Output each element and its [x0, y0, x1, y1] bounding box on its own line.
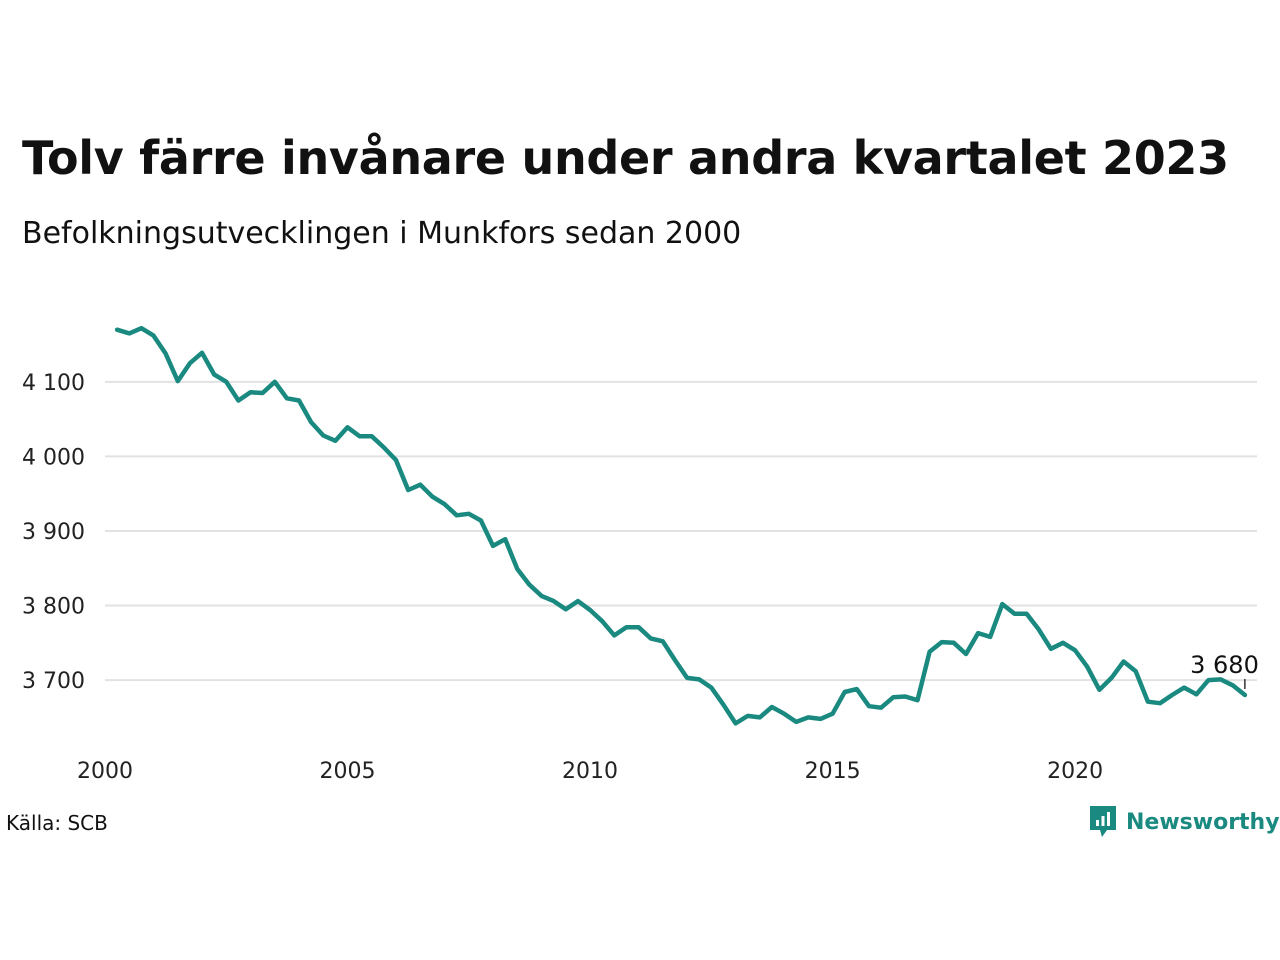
newsworthy-logo-icon [1090, 806, 1116, 837]
x-axis-ticks: 2000 2005 2010 2015 2020 [77, 759, 1103, 784]
x-tick-label: 2000 [77, 759, 133, 784]
page-title: Tolv färre invånare under andra kvartale… [22, 131, 1229, 185]
source-note: Källa: SCB [6, 811, 108, 835]
y-tick-label: 4 000 [22, 445, 85, 470]
series-line [114, 325, 1248, 726]
x-tick-label: 2020 [1047, 759, 1103, 784]
grid-lines [105, 380, 1257, 682]
page-subtitle: Befolkningsutvecklingen i Munkfors sedan… [22, 216, 742, 251]
end-value-label: 3 680 [1190, 651, 1259, 679]
series-layer [114, 325, 1248, 726]
y-tick-label: 3 900 [22, 520, 85, 545]
brand-name: Newsworthy [1126, 809, 1280, 835]
annotation-layer: 3 680 [1190, 651, 1259, 690]
x-tick-label: 2010 [562, 759, 618, 784]
x-tick-label: 2015 [805, 759, 861, 784]
y-tick-label: 3 700 [22, 669, 85, 694]
y-tick-label: 3 800 [22, 595, 85, 620]
y-axis-ticks: 3 700 3 800 3 900 4 000 4 100 [22, 371, 85, 694]
brand-logo: Newsworthy [1088, 802, 1280, 842]
y-tick-label: 4 100 [22, 371, 85, 396]
x-tick-label: 2005 [320, 759, 376, 784]
